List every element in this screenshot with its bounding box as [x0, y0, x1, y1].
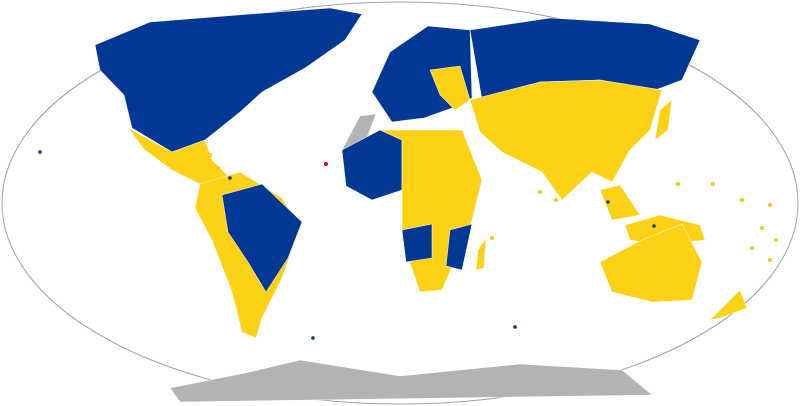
- island-marker: [760, 226, 764, 230]
- island-marker: [676, 182, 680, 186]
- island-marker: [216, 166, 220, 170]
- island-marker: [750, 246, 754, 250]
- island-marker: [774, 238, 778, 242]
- region-antarctica: [169, 359, 653, 403]
- region-ukraine-turkey: [429, 65, 471, 111]
- island-marker: [538, 190, 542, 194]
- island-marker: [768, 258, 772, 262]
- region-madagascar: [475, 237, 487, 271]
- region-brazil: [221, 183, 303, 293]
- region-japan: [654, 99, 673, 141]
- region-angola: [401, 223, 433, 263]
- region-mozambique: [445, 223, 473, 271]
- island-marker: [228, 176, 232, 180]
- region-north-america: [94, 7, 363, 153]
- island-marker-special: [324, 162, 328, 166]
- island-marker: [554, 198, 558, 202]
- region-new-zealand: [709, 289, 748, 321]
- island-marker: [490, 236, 494, 240]
- island-marker: [208, 153, 212, 157]
- island-marker: [513, 325, 517, 329]
- island-marker: [652, 224, 656, 228]
- island-marker: [606, 200, 610, 204]
- island-marker: [38, 150, 42, 154]
- region-asia: [469, 79, 663, 201]
- island-marker: [711, 182, 715, 186]
- region-southeast-asia: [599, 184, 641, 221]
- region-australia: [599, 223, 703, 303]
- island-marker: [740, 198, 744, 202]
- island-marker: [768, 203, 772, 207]
- island-marker: [311, 336, 315, 340]
